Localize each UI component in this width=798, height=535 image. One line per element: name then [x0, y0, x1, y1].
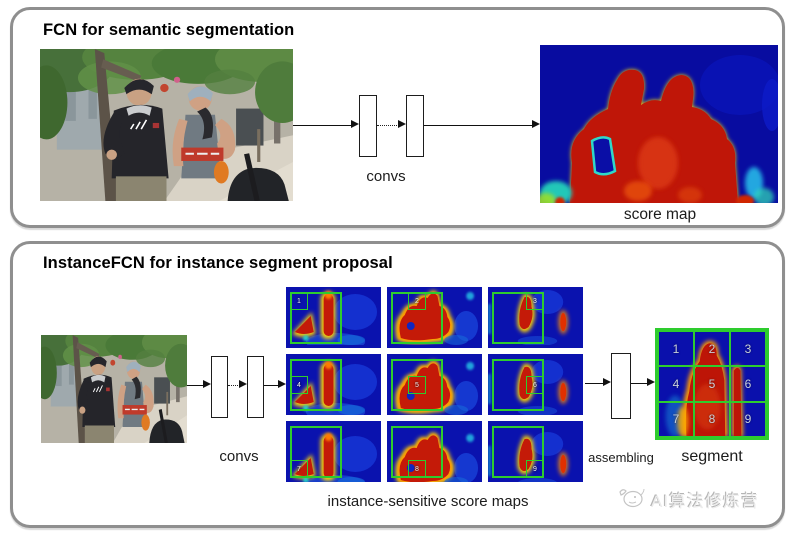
segment-number: 5 [708, 376, 716, 391]
instance-score-maps-grid: 1 2 3 4 5 [286, 287, 583, 482]
flow-arrow [585, 378, 611, 387]
sliding-window-box [391, 292, 443, 344]
conv-layer-box [211, 356, 228, 418]
segment-cell: 7 [658, 401, 694, 437]
instancefcn-panel: InstanceFCN for instance segment proposa… [10, 241, 785, 528]
segment-number: 3 [744, 341, 752, 356]
instance-position-box: 6 [526, 376, 544, 394]
sliding-window-box [492, 426, 544, 478]
instance-number: 9 [533, 465, 537, 473]
sliding-window-box [391, 359, 443, 411]
instance-number: 4 [297, 381, 301, 389]
segment-cell: 9 [730, 401, 766, 437]
segment-cell: 4 [658, 366, 694, 402]
instance-position-box: 2 [408, 292, 426, 310]
segment-cell: 2 [694, 331, 730, 367]
segment-grid: 1 2 3 4 5 6 7 8 9 [658, 331, 766, 437]
segment-number: 4 [672, 376, 680, 391]
instance-position-box: 8 [408, 460, 426, 478]
input-photo [40, 49, 293, 201]
watermark-text: AI算法修炼营 [651, 492, 760, 511]
sliding-window-box [492, 292, 544, 344]
segment-number: 7 [672, 412, 680, 427]
instance-position-box: 5 [408, 376, 426, 394]
instance-number: 8 [415, 465, 419, 473]
segment-result: 1 2 3 4 5 6 7 8 9 [655, 328, 769, 440]
flow-arrow [293, 120, 359, 129]
instance-number: 1 [297, 297, 301, 305]
conv-layer-box [359, 95, 377, 157]
segment-cell: 1 [658, 331, 694, 367]
sliding-window-box [290, 359, 342, 411]
sliding-window-box [290, 292, 342, 344]
instance-number: 6 [533, 381, 537, 389]
instance-number: 2 [415, 297, 419, 305]
segment-number: 9 [744, 412, 752, 427]
sliding-window-box [290, 426, 342, 478]
score-map-cell-1: 1 [286, 287, 381, 348]
segment-number: 2 [708, 341, 716, 356]
score-map-cell-7: 7 [286, 421, 381, 482]
convs-label: convs [366, 168, 406, 185]
score-map-image [540, 45, 778, 203]
score-map-cell-6: 6 [488, 354, 583, 415]
conv-layer-box [406, 95, 424, 157]
input-photo-small [41, 335, 187, 443]
instance-position-box: 1 [290, 292, 308, 310]
score-map-cell-2: 2 [387, 287, 482, 348]
instance-number: 7 [297, 465, 301, 473]
instance-position-box: 7 [290, 460, 308, 478]
convs-label: convs [219, 448, 259, 465]
score-map-cell-9: 9 [488, 421, 583, 482]
instance-position-box: 4 [290, 376, 308, 394]
dotted-flow-arrow [377, 120, 406, 129]
assembling-box [611, 353, 631, 419]
score-map-label: score map [623, 206, 697, 223]
conv-layer-box [247, 356, 264, 418]
fcn-panel-title: FCN for semantic segmentation [43, 21, 295, 39]
segment-number: 8 [708, 412, 716, 427]
instance-score-maps-label: instance-sensitive score maps [327, 493, 529, 510]
dotted-flow-arrow [228, 380, 247, 389]
score-map-cell-5: 5 [387, 354, 482, 415]
segment-number: 1 [672, 341, 680, 356]
score-map-cell-3: 3 [488, 287, 583, 348]
segment-cell: 6 [730, 366, 766, 402]
flow-arrow [264, 380, 286, 389]
segment-label: segment [681, 448, 743, 465]
segment-cell: 8 [694, 401, 730, 437]
whale-icon [618, 486, 646, 513]
watermark: AI算法修炼营 [618, 486, 759, 513]
segment-cell: 3 [730, 331, 766, 367]
score-map-cell-4: 4 [286, 354, 381, 415]
instance-position-box: 3 [526, 292, 544, 310]
fcn-panel: FCN for semantic segmentation convs [10, 7, 785, 228]
segment-cell: 5 [694, 366, 730, 402]
instance-position-box: 9 [526, 460, 544, 478]
flow-arrow [187, 380, 211, 389]
instance-number: 3 [533, 297, 537, 305]
segment-number: 6 [744, 376, 752, 391]
assembling-label: assembling [588, 450, 654, 465]
score-map-cell-8: 8 [387, 421, 482, 482]
flow-arrow [631, 378, 655, 387]
instance-number: 5 [415, 381, 419, 389]
instancefcn-panel-title: InstanceFCN for instance segment proposa… [43, 254, 393, 272]
flow-arrow [424, 120, 540, 129]
